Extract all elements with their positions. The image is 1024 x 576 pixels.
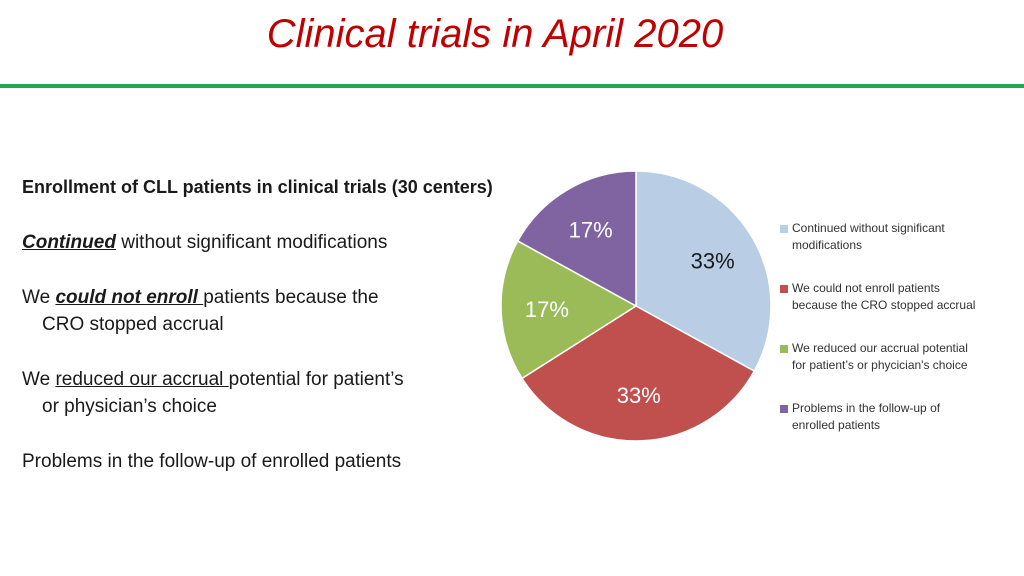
text-item-reduced-accrual: We reduced our accrual potential for pat… <box>22 366 542 420</box>
text-item-follow-up: Problems in the follow-up of enrolled pa… <box>22 448 542 475</box>
enrollment-heading: Enrollment of CLL patients in clinical t… <box>22 177 493 197</box>
legend-item-could-not-enroll: We could not enroll patients because the … <box>780 280 1020 340</box>
text-item-could-not-enroll: We could not enroll patients because the… <box>22 284 542 338</box>
pie-slice-label: 33% <box>691 249 735 274</box>
pie-chart: 33% 33% 17% 17% <box>490 160 790 460</box>
title-divider <box>0 84 1024 88</box>
legend-label-line2: for patient’s or phycician's choice <box>792 358 968 372</box>
enrollment-text-block: Enrollment of CLL patients in clinical t… <box>22 174 542 503</box>
legend-label-line1: We could not enroll patients <box>792 281 940 295</box>
chart-legend: Continued without significant modificatio… <box>780 220 1020 460</box>
text-item-reduced-accrual-rest: potential for patient’s <box>228 369 404 390</box>
legend-label-line2: because the CRO stopped accrual <box>792 298 976 312</box>
legend-label-line1: Continued without significant <box>792 221 945 235</box>
legend-swatch <box>780 345 788 353</box>
text-item-could-not-enroll-rest: patients because the <box>203 287 379 308</box>
legend-swatch <box>780 285 788 293</box>
legend-item-follow-up: Problems in the follow-up of enrolled pat… <box>780 400 1020 460</box>
text-item-continued-lead: Continued <box>22 232 116 253</box>
legend-label-line2: modifications <box>792 238 863 252</box>
text-item-could-not-enroll-line2: CRO stopped accrual <box>42 314 224 335</box>
pie-slice-label: 33% <box>617 383 661 408</box>
pie-slice <box>500 239 638 380</box>
pie-slice-label: 17% <box>569 217 613 242</box>
legend-label: We could not enroll patients because the … <box>792 280 975 314</box>
text-item-reduced-accrual-pre: We <box>22 369 56 390</box>
text-item-could-not-enroll-lead: could not enroll <box>55 287 204 308</box>
text-item-could-not-enroll-pre: We <box>22 287 56 308</box>
text-item-reduced-accrual-line2: or physician’s choice <box>42 396 217 417</box>
text-item-reduced-accrual-lead: reduced our accrual <box>55 369 229 390</box>
pie-slice <box>520 305 756 442</box>
slide-title: Clinical trials in April 2020 <box>266 12 724 56</box>
legend-item-reduced-accrual: We reduced our accrual potential for pati… <box>780 340 1020 400</box>
legend-label: We reduced our accrual potential for pati… <box>792 340 968 374</box>
legend-label-line2: enrolled patients <box>792 418 881 432</box>
legend-swatch <box>780 405 788 413</box>
text-item-continued: Continued without significant modificati… <box>22 229 542 256</box>
text-item-continued-rest: without significant modifications <box>115 232 388 253</box>
pie-slice-label: 17% <box>525 297 569 322</box>
legend-label-line1: Problems in the follow-up of <box>792 401 941 415</box>
legend-swatch <box>780 225 788 233</box>
legend-label-line1: We reduced our accrual potential <box>792 341 968 355</box>
pie-slice <box>635 170 772 373</box>
legend-label: Continued without significant modificatio… <box>792 220 945 254</box>
pie-slice <box>516 170 637 308</box>
text-item-follow-up-rest: Problems in the follow-up of enrolled pa… <box>22 451 402 472</box>
pie-chart-svg: 33% 33% 17% 17% <box>500 170 772 442</box>
legend-item-continued: Continued without significant modificatio… <box>780 220 1020 280</box>
legend-label: Problems in the follow-up of enrolled pat… <box>792 400 940 434</box>
